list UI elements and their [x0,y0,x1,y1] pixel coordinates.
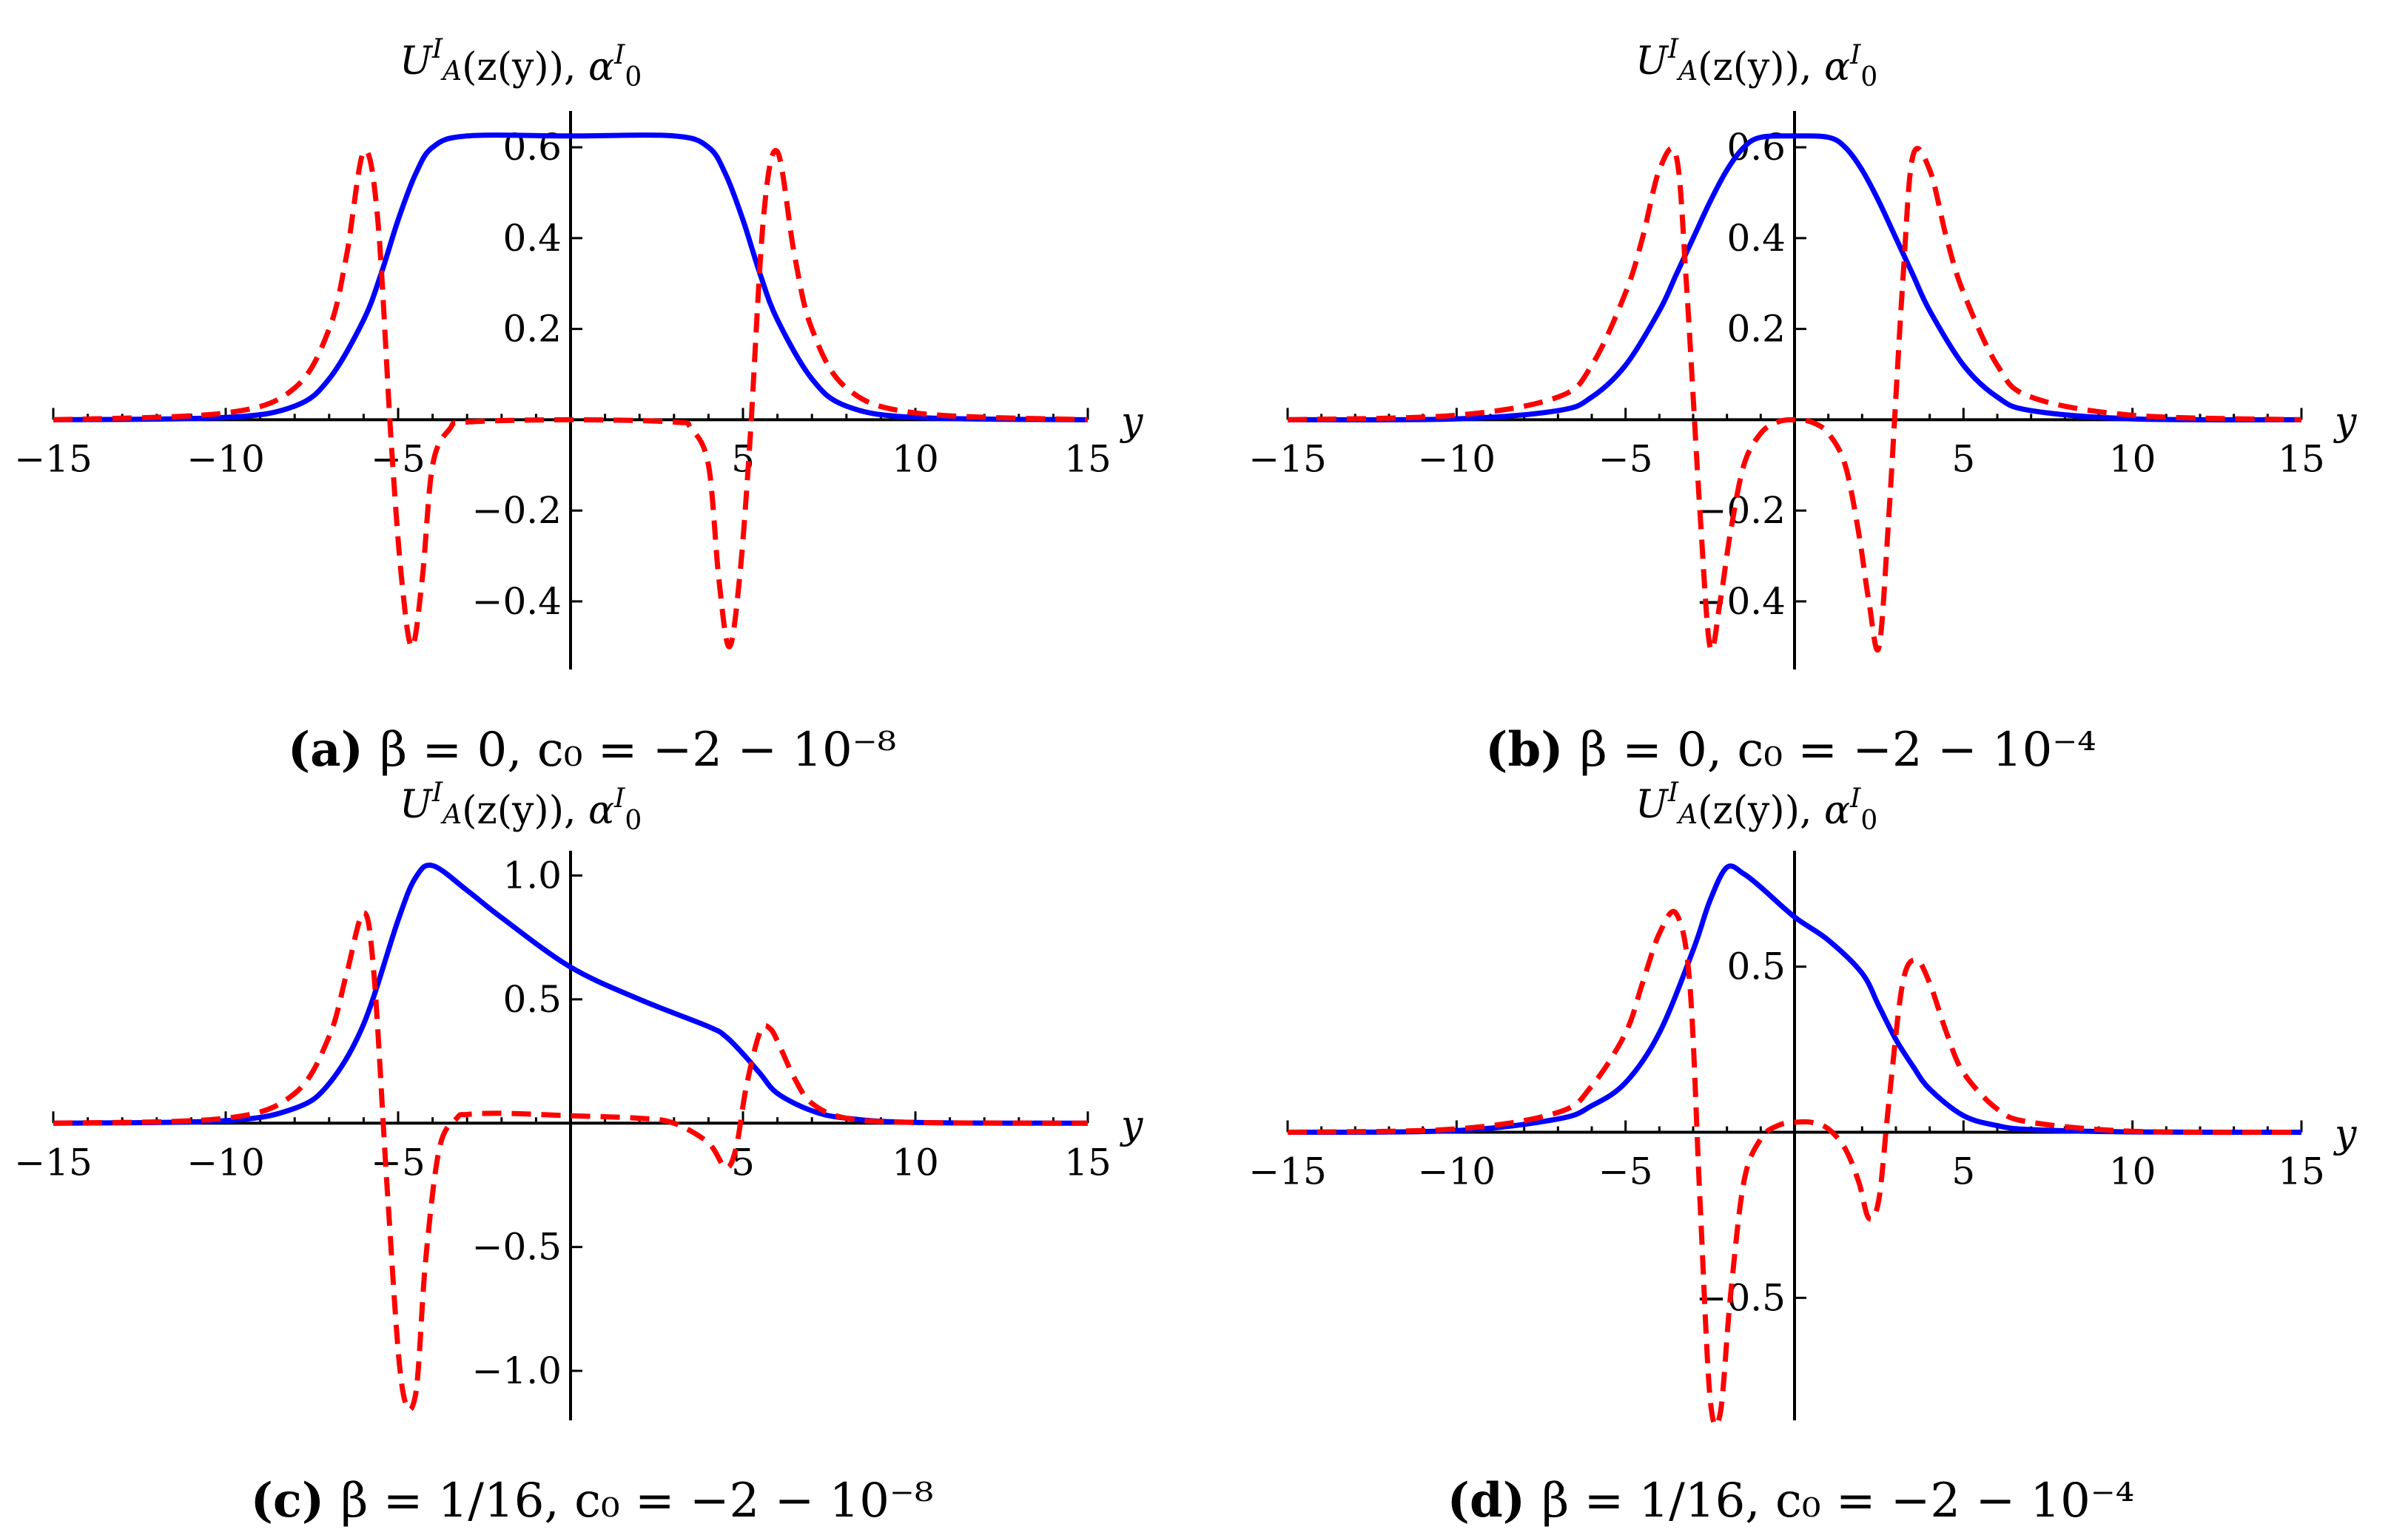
x-tick-label: 10 [892,1141,939,1184]
y-axis-label: UIA(z(y)), αI0 [1635,778,1877,836]
y-tick-label: 0.5 [1726,945,1786,988]
x-tick-label: −10 [186,437,265,480]
x-tick-label: 15 [2278,1150,2325,1193]
x-tick-label: −5 [1598,437,1653,480]
y-tick-label: 1.0 [502,854,562,897]
panel-caption: (c) β = 1/16, c₀ = −2 − 10⁻⁸ [251,1473,934,1528]
y-axis-label: UIA(z(y)), αI0 [400,778,642,836]
chart-panel-b: −15 −10 −5 5 10 15 −0.4 −0.2 0.2 0.4 0.6 y UIA(z(y))… [1248,34,2357,778]
x-tick-label: 15 [1064,437,1111,480]
panel-caption: (a) β = 0, c₀ = −2 − 10⁻⁸ [288,722,896,778]
panel-caption-label: (d) [1447,1473,1542,1528]
x-tick-label: 5 [731,1141,755,1184]
y-tick-label: 0.2 [502,308,562,351]
x-tick-label: −10 [1418,437,1496,480]
x-axis-label: y [2333,1113,2357,1157]
x-tick-label: 5 [1951,1150,1975,1193]
x-tick-label: 10 [2109,437,2156,480]
panel-caption-text: β = 0, c₀ = −2 − 10⁻⁴ [1580,723,2096,778]
series-U-solid-line [53,863,1089,1126]
panel-caption-label: (c) [251,1473,341,1528]
x-axis-label: y [2333,399,2357,444]
x-tick-label: 15 [1064,1141,1111,1184]
chart-panel-a: −15 −10 −5 5 10 15−0.4−0.20.20.40.6yUIA(z(y))… [14,34,1143,778]
x-tick-label: −10 [1418,1150,1496,1193]
series-U-solid-line [53,132,1089,422]
x-tick-label: −10 [186,1141,265,1184]
y-axis-label: UIA(z(y)), αI0 [1635,34,1877,92]
y-tick-label: −0.2 [472,489,562,532]
panel-caption-label: (b) [1485,722,1580,778]
series-alpha-dashed-line [1287,146,2302,653]
panel-caption-text: β = 1/16, c₀ = −2 − 10⁻⁸ [340,1474,933,1528]
x-tick-label: −5 [1598,1150,1653,1193]
series-U-solid-line [1287,863,2302,1136]
x-tick-label: −15 [1248,437,1327,480]
x-axis-label: y [1120,1103,1143,1147]
y-axis-label: UIA(z(y)), αI0 [400,34,642,92]
x-tick-label: 5 [1951,437,1975,480]
y-tick-label: −0.2 [1696,489,1786,532]
panel-caption-text: β = 1/16, c₀ = −2 − 10⁻⁴ [1541,1474,2134,1528]
y-tick-label: 0.5 [502,978,562,1021]
series-alpha-dashed-line [53,148,1089,650]
chart-panel-d: −15 −10 −5 5 10 15 −0.5 0.5 y UIA(z(y)), αI0 (d) β… [1248,778,2357,1528]
panel-caption-text: β = 0, c₀ = −2 − 10⁻⁸ [380,723,896,778]
panel-caption: (b) β = 0, c₀ = −2 − 10⁻⁴ [1485,722,2096,778]
y-tick-label: −1.0 [472,1349,562,1392]
y-tick-label: 0.6 [502,126,562,169]
x-axis-label: y [1120,399,1143,444]
x-tick-label: −15 [1248,1150,1327,1193]
x-tick-label: −15 [14,1141,93,1184]
y-tick-label: −0.4 [1696,580,1786,623]
y-tick-label: 0.2 [1726,308,1786,351]
series-U-solid-line [1287,133,2302,422]
y-tick-label: 0.4 [502,217,562,260]
y-tick-label: −0.5 [472,1226,562,1269]
panel-caption: (d) β = 1/16, c₀ = −2 − 10⁻⁴ [1447,1473,2135,1528]
y-tick-label: 0.6 [1726,126,1786,169]
series-alpha-dashed-line [1287,908,2302,1429]
panel-caption-label: (a) [288,722,380,778]
y-tick-label: −0.4 [472,580,562,623]
x-tick-label: 10 [892,437,939,480]
x-tick-label: −5 [371,1141,426,1184]
x-tick-label: −15 [14,437,93,480]
y-tick-label: −0.5 [1696,1276,1786,1319]
x-tick-label: −5 [371,437,426,480]
series-alpha-dashed-line [53,910,1089,1413]
y-tick-label: 0.4 [1726,217,1786,260]
x-tick-label: 15 [2278,437,2325,480]
chart-panel-c: −15 −10 −5 5 10 15 −1.0 −0.5 0.5 1.0 y UIA(z(y)), α… [14,778,1143,1528]
x-tick-label: 10 [2109,1150,2156,1193]
